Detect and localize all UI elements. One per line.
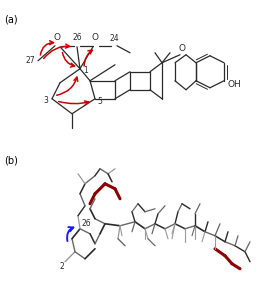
Text: OH: OH <box>228 80 242 89</box>
Text: 26: 26 <box>72 33 82 42</box>
Text: O: O <box>54 33 60 42</box>
Text: O: O <box>178 44 186 53</box>
Text: 24: 24 <box>109 34 119 43</box>
Text: 1: 1 <box>83 66 88 75</box>
Text: (b): (b) <box>4 156 18 166</box>
Text: O: O <box>91 33 98 42</box>
Text: 2: 2 <box>60 262 64 271</box>
Text: 5: 5 <box>97 97 102 106</box>
Text: 26: 26 <box>82 219 92 228</box>
Text: 27: 27 <box>25 56 35 65</box>
Text: 3: 3 <box>43 96 48 105</box>
Text: (a): (a) <box>4 15 18 25</box>
